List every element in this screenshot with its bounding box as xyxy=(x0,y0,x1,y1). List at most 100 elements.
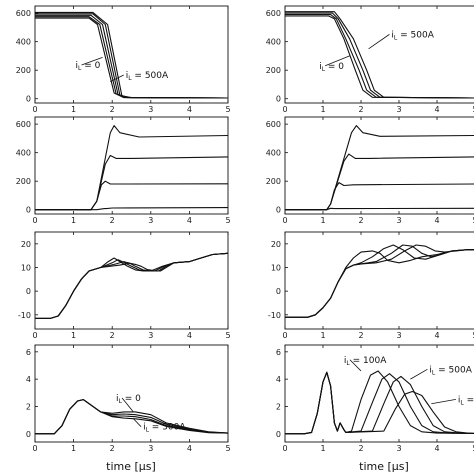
x-tick-label: 0 xyxy=(32,105,37,114)
y-tick-label: 0 xyxy=(26,430,31,439)
x-tick-label: 5 xyxy=(225,105,230,114)
plot-frame xyxy=(34,231,229,330)
y-tick-label: 10 xyxy=(271,263,281,272)
panel-left-row2: 0 1 2 3 4 5 0 200 400 600 xyxy=(16,116,231,225)
y-tick-label: 0 xyxy=(276,287,281,296)
x-tick-label: 5 xyxy=(472,105,474,114)
x-tick-label: 3 xyxy=(396,331,401,340)
panel-right-row2: 0 1 2 3 4 5 0 200 400 600 xyxy=(266,116,474,225)
annotation-label: iL = 500A xyxy=(429,365,472,376)
series-line-4 xyxy=(285,125,474,211)
y-tick-label: 600 xyxy=(266,9,281,18)
y-tick-label: 0 xyxy=(276,206,281,215)
plot-frame xyxy=(34,344,229,443)
x-tick-label: 0 xyxy=(32,216,37,225)
x-tick-label: 3 xyxy=(148,216,153,225)
series-line-4 xyxy=(35,13,228,99)
x-tick-label: 3 xyxy=(396,105,401,114)
series-line-3 xyxy=(285,244,474,318)
series-line-4 xyxy=(285,371,474,435)
series-line-4 xyxy=(285,244,474,318)
annotation-label: iL = 500A xyxy=(126,71,169,82)
x-tick-label: 2 xyxy=(358,105,363,114)
x-tick-label: 2 xyxy=(110,331,115,340)
x-tick-label: 1 xyxy=(320,444,325,453)
x-tick-label: 1 xyxy=(320,331,325,340)
series-line-4 xyxy=(35,399,228,435)
x-tick-label: 1 xyxy=(320,105,325,114)
x-tick-label: 1 xyxy=(71,105,76,114)
panel-left-row1: 0 1 2 3 4 5 0 200 400 600 iL = 0 iL = 500A xyxy=(16,5,231,114)
x-tick-label: 5 xyxy=(472,216,474,225)
x-tick-label: 5 xyxy=(472,331,474,340)
x-tick-label: 1 xyxy=(320,216,325,225)
annotation-leader xyxy=(410,368,428,380)
y-tick-label: 200 xyxy=(266,66,281,75)
y-tick-label: 20 xyxy=(271,240,281,249)
x-tick-label: 4 xyxy=(187,216,192,225)
annotation-label: iL = 0 xyxy=(319,62,344,73)
x-tick-label: 0 xyxy=(32,331,37,340)
x-tick-label: 3 xyxy=(396,444,401,453)
y-tick-label: 200 xyxy=(16,66,31,75)
x-tick-label: 4 xyxy=(434,105,439,114)
x-tick-label: 1 xyxy=(71,444,76,453)
series-line-2 xyxy=(285,244,474,318)
y-tick-label: 2 xyxy=(276,402,281,411)
x-tick-label: 3 xyxy=(148,331,153,340)
y-tick-label: 4 xyxy=(26,375,31,384)
y-tick-label: 600 xyxy=(16,9,31,18)
x-tick-label: 4 xyxy=(434,444,439,453)
annotation-label: iL = 0 xyxy=(116,394,141,405)
x-tick-label: 4 xyxy=(187,105,192,114)
x-tick-label: 3 xyxy=(148,444,153,453)
series-line-3 xyxy=(285,12,474,99)
series-line-2 xyxy=(35,16,228,99)
x-tick-label: 0 xyxy=(282,444,287,453)
y-tick-label: 200 xyxy=(266,177,281,186)
series-line-5 xyxy=(35,11,228,99)
x-axis-title-left: time [µs] xyxy=(106,460,156,473)
x-tick-label: 5 xyxy=(225,331,230,340)
x-tick-label: 3 xyxy=(396,216,401,225)
x-tick-label: 0 xyxy=(282,331,287,340)
plot-frame xyxy=(284,116,474,215)
annotation-leader xyxy=(325,55,350,67)
y-tick-label: 0 xyxy=(276,430,281,439)
annotation-label: iL = 500A xyxy=(391,30,434,41)
x-tick-label: 4 xyxy=(434,216,439,225)
x-tick-label: 2 xyxy=(358,216,363,225)
series-line-2 xyxy=(285,14,474,99)
y-tick-label: 400 xyxy=(16,149,31,158)
y-tick-label: 400 xyxy=(266,149,281,158)
y-tick-label: 0 xyxy=(276,95,281,104)
y-tick-label: 600 xyxy=(16,120,31,129)
annotation-leader xyxy=(349,359,362,372)
x-tick-label: 4 xyxy=(187,444,192,453)
annotation-leader xyxy=(431,398,456,405)
series-line-2 xyxy=(285,182,474,211)
annotation-leader xyxy=(121,397,134,413)
series-line-3 xyxy=(285,371,474,435)
annotation-label: iL = C xyxy=(458,395,474,406)
y-tick-label: 600 xyxy=(266,120,281,129)
x-tick-label: 0 xyxy=(282,105,287,114)
x-tick-label: 0 xyxy=(32,444,37,453)
annotation-label: iL = 100A xyxy=(344,356,387,367)
plot-frame xyxy=(284,231,474,330)
panel-left-row4: 0 1 2 3 4 5 0 2 4 6 iL = 0 iL = 500A xyxy=(26,344,231,453)
y-tick-label: 0 xyxy=(26,206,31,215)
y-tick-label: 10 xyxy=(21,263,31,272)
series-line-4 xyxy=(35,125,228,211)
x-tick-label: 2 xyxy=(358,331,363,340)
series-line-2 xyxy=(35,180,228,211)
x-tick-label: 1 xyxy=(71,331,76,340)
annotation-leader xyxy=(133,418,142,427)
x-tick-label: 5 xyxy=(472,444,474,453)
panel-left-row3: 0 1 2 3 4 5 -10 0 10 20 xyxy=(18,231,231,340)
plot-frame xyxy=(284,344,474,443)
y-tick-label: 6 xyxy=(276,348,281,357)
series-line-4 xyxy=(285,11,474,99)
x-tick-label: 2 xyxy=(358,444,363,453)
